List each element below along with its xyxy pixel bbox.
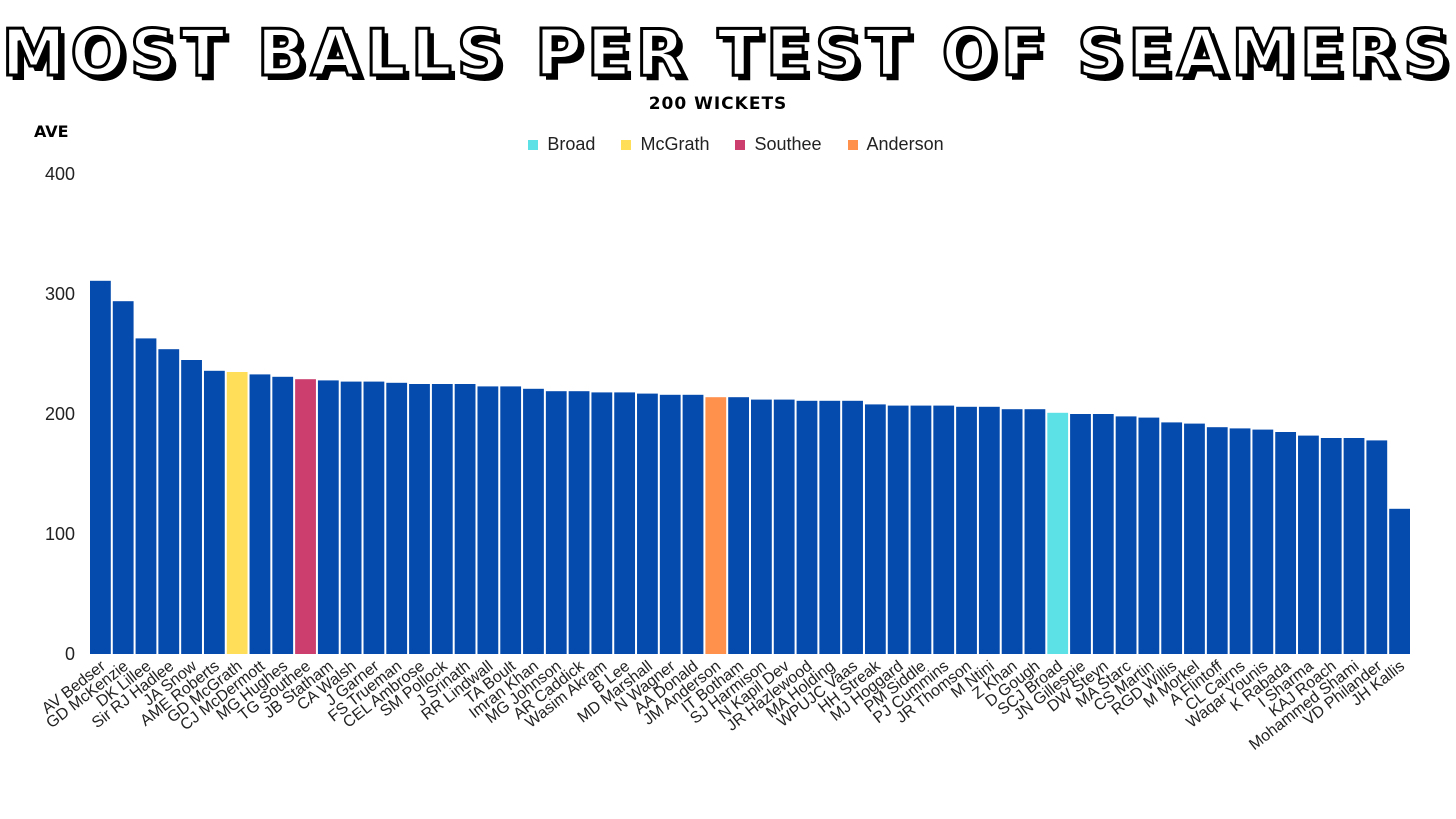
bar (819, 400, 841, 654)
bar (682, 394, 704, 654)
bar (1252, 429, 1274, 654)
bar (545, 391, 567, 654)
bar (112, 301, 134, 654)
legend-swatch-anderson (847, 139, 858, 150)
bar (1298, 435, 1319, 654)
bar (705, 397, 727, 654)
bar (203, 370, 225, 654)
legend-swatch-southee (735, 139, 746, 150)
bar (1070, 414, 1091, 654)
bar (340, 381, 362, 654)
bar (637, 393, 658, 654)
y-tick-label: 200 (45, 404, 75, 424)
bar (1024, 409, 1046, 654)
bar (1184, 423, 1205, 654)
bar (295, 379, 316, 654)
bar (1047, 412, 1069, 654)
bar (363, 381, 385, 654)
bar (659, 394, 681, 654)
legend-item-southee: Southee (735, 134, 822, 155)
legend-swatch-mcgrath (621, 139, 632, 150)
bar (226, 372, 248, 654)
bar (90, 280, 111, 654)
bar (1229, 428, 1251, 654)
bar (842, 400, 863, 654)
bar (386, 382, 408, 654)
legend-item-broad: Broad (528, 134, 595, 155)
chart-title: Most Balls Per Test of Seamers (0, 16, 1455, 93)
y-tick-label: 100 (45, 524, 75, 544)
bar (978, 406, 1000, 654)
legend-label-anderson: Anderson (866, 134, 944, 154)
bar (523, 388, 544, 654)
bar (454, 384, 476, 654)
y-tick-label: 400 (45, 164, 75, 184)
bar (317, 380, 339, 654)
y-tick-label: 0 (65, 644, 75, 664)
bar (796, 400, 818, 654)
bar (249, 374, 271, 654)
bar (409, 384, 430, 654)
bar (1001, 409, 1023, 654)
bar (272, 376, 294, 654)
bar (933, 405, 955, 654)
bar (1389, 508, 1410, 654)
legend: Broad McGrath Southee Anderson (0, 134, 1456, 155)
bar (1138, 417, 1160, 654)
legend-label-mcgrath: McGrath (640, 134, 710, 154)
bar (135, 338, 157, 654)
bar (500, 386, 522, 654)
bar (956, 406, 977, 654)
bar (751, 399, 772, 654)
bar (728, 397, 749, 654)
bar (910, 405, 932, 654)
legend-item-mcgrath: McGrath (621, 134, 709, 155)
bar (1275, 432, 1297, 654)
bar (431, 384, 453, 654)
legend-label-southee: Southee (754, 134, 822, 154)
bar (864, 404, 886, 654)
bar (477, 386, 499, 654)
y-tick-label: 300 (45, 284, 75, 304)
legend-item-anderson: Anderson (847, 134, 944, 155)
bar (773, 399, 795, 654)
bar (1343, 438, 1365, 654)
bar (1320, 438, 1342, 654)
bar (1161, 422, 1183, 654)
bar (1366, 440, 1388, 654)
bar (1115, 416, 1137, 654)
bar (591, 392, 613, 654)
bar (1206, 427, 1228, 654)
bar (614, 392, 636, 654)
legend-label-broad: Broad (547, 134, 596, 154)
bar (568, 391, 590, 654)
bar (181, 360, 202, 654)
chart-subtitle: 200 wickets (648, 94, 788, 114)
bar (887, 405, 909, 654)
bar (158, 349, 180, 654)
bar (1092, 414, 1114, 654)
legend-swatch-broad (528, 139, 539, 150)
y-axis-label: AVE (34, 122, 69, 141)
